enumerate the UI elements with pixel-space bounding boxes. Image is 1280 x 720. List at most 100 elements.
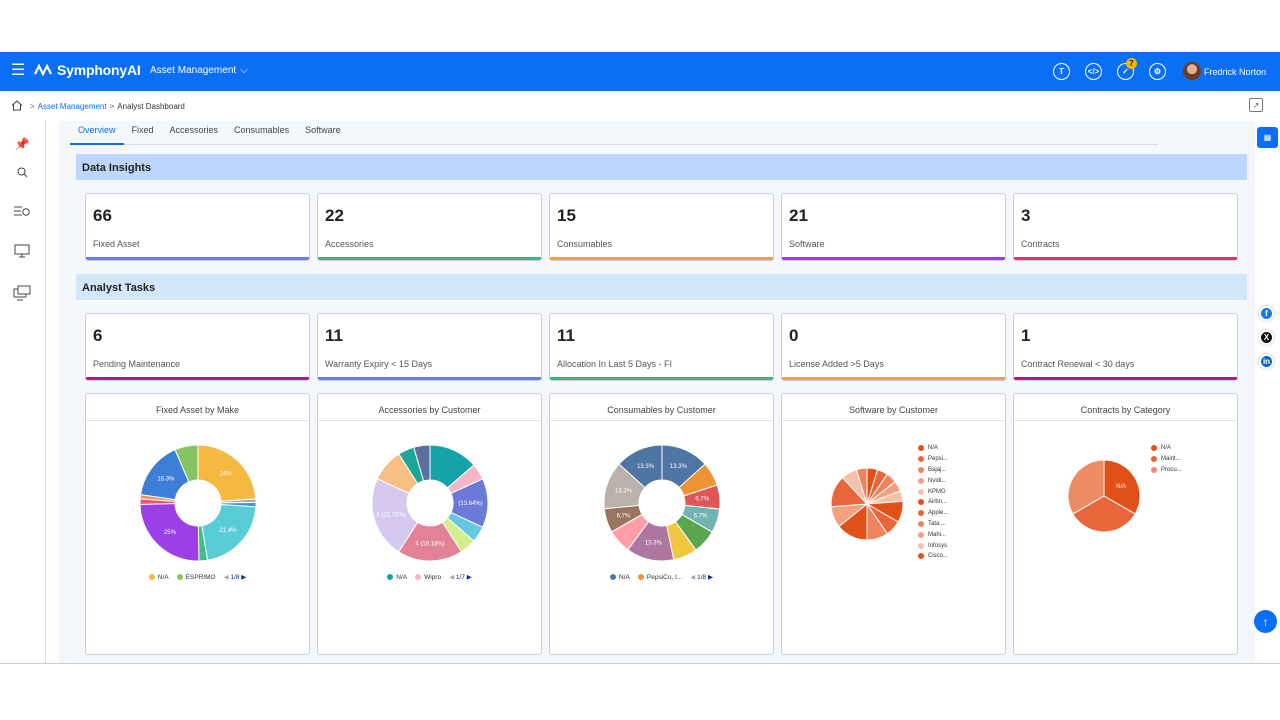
pager-text: 1/8 — [697, 574, 707, 581]
breadcrumb: > Asset Management > Analyst Dashboard — [0, 91, 1280, 121]
linkedin-icon[interactable]: in — [1259, 354, 1274, 369]
pie-slice[interactable] — [1103, 459, 1141, 515]
slice-data-label: 6.7% — [617, 513, 631, 519]
legend-label: Airbn... — [928, 499, 948, 506]
legend-swatch — [918, 520, 924, 527]
module-selector[interactable]: Asset Management ⌵ — [150, 65, 248, 76]
legend-item[interactable]: PepsiCo, I... — [637, 573, 683, 581]
pie-slice[interactable] — [618, 444, 663, 489]
tab-fixed[interactable]: Fixed — [131, 125, 154, 135]
home-icon[interactable] — [11, 100, 23, 111]
prev-arrow-icon[interactable]: ◀ — [449, 574, 455, 581]
legend-pager[interactable]: ◀ 1/8 ▶ — [224, 573, 247, 581]
tab-accessories[interactable]: Accessories — [169, 125, 219, 135]
brand-logo[interactable]: SymphonyAI — [34, 62, 141, 78]
legend-item[interactable]: Tata ... — [918, 519, 948, 530]
tab-consumables[interactable]: Consumables — [234, 125, 290, 135]
side-panel-tab-icon[interactable]: ▦ — [1257, 127, 1278, 148]
code-icon[interactable]: </> — [1085, 63, 1102, 80]
kpi-card[interactable]: 6 Pending Maintenance — [85, 313, 310, 381]
hamburger-menu-icon[interactable]: ☰ — [11, 62, 26, 79]
legend-pager[interactable]: ◀ 1/7 ▶ — [449, 573, 472, 581]
legend-label: Nvidi... — [928, 477, 947, 484]
legend-pager[interactable]: ◀ 1/8 ▶ — [690, 573, 713, 581]
x-twitter-icon[interactable]: X — [1259, 330, 1274, 345]
facebook-icon[interactable]: f — [1259, 306, 1274, 321]
expand-icon[interactable]: ↗ — [1249, 98, 1263, 112]
history-list-icon[interactable] — [12, 203, 32, 219]
legend-swatch — [610, 573, 617, 580]
legend-label: N/A — [928, 445, 939, 452]
scroll-to-top-button[interactable]: ↑ — [1254, 610, 1277, 633]
kpi-label: Accessories — [325, 239, 374, 249]
devices-icon[interactable] — [12, 285, 32, 301]
user-avatar[interactable] — [1183, 62, 1201, 80]
kpi-card[interactable]: 22 Accessories — [317, 193, 542, 261]
prev-arrow-icon[interactable]: ◀ — [690, 574, 696, 581]
legend-item[interactable]: N/A — [1151, 443, 1182, 454]
pie-slice[interactable] — [855, 467, 868, 505]
legend-item[interactable]: Bajaj... — [918, 465, 948, 476]
left-sidebar: 📌 — [0, 121, 46, 663]
chart-card: Software by Customer N/A Pepsi... Bajaj... N… — [781, 393, 1006, 655]
data-insights-header: Data Insights — [76, 154, 1247, 180]
legend-item[interactable]: Pepsi... — [918, 454, 948, 465]
legend-item[interactable]: Infosys — [918, 540, 948, 551]
legend-item[interactable]: N/A — [148, 574, 169, 581]
tab-overview[interactable]: Overview — [70, 121, 124, 145]
legend-item[interactable]: Wipro — [415, 574, 441, 581]
pie-slice[interactable] — [201, 504, 257, 561]
chart-legend: N/A Pepsi... Bajaj... Nvidi... KPMG Airbn... A… — [918, 443, 948, 562]
kpi-card[interactable]: 66 Fixed Asset — [85, 193, 310, 261]
legend-item[interactable]: Procu... — [1151, 465, 1182, 476]
kpi-card[interactable]: 15 Consumables — [549, 193, 774, 261]
breadcrumb-module-link[interactable]: Asset Management — [37, 101, 107, 111]
legend-label: Mahi... — [928, 531, 947, 538]
tab-software[interactable]: Software — [305, 125, 341, 135]
legend-item[interactable]: KPMG — [918, 486, 948, 497]
chart-title: Software by Customer — [782, 394, 1005, 421]
legend-swatch — [176, 573, 183, 580]
legend-item[interactable]: Maint... — [1151, 454, 1182, 465]
user-name[interactable]: Fredrick Norton — [1204, 67, 1267, 77]
pie-slice[interactable] — [371, 478, 419, 553]
next-arrow-icon[interactable]: ▶ — [707, 574, 713, 581]
kpi-accent-bar — [782, 377, 1005, 380]
pie-slice[interactable] — [139, 503, 200, 562]
legend-item[interactable]: Cisco... — [918, 551, 948, 562]
kpi-card[interactable]: 1 Contract Renewal < 30 days — [1013, 313, 1238, 381]
kpi-card[interactable]: 11 Allocation In Last 5 Days - FI — [549, 313, 774, 381]
legend-item[interactable]: Apple... — [918, 508, 948, 519]
pie-slice[interactable] — [197, 444, 257, 502]
legend-item[interactable]: N/A — [918, 443, 948, 454]
analyst-tasks-header: Analyst Tasks — [76, 274, 1247, 300]
breadcrumb-current-page: Analyst Dashboard — [117, 101, 185, 111]
legend-item[interactable]: ESPRIMO — [176, 573, 216, 581]
slice-data-label: 5 (22.73%) — [376, 512, 405, 518]
pie-slice[interactable] — [1067, 459, 1105, 515]
tasks-check-icon[interactable]: ✓ — [1117, 63, 1134, 80]
next-arrow-icon[interactable]: ▶ — [466, 574, 472, 581]
monitor-dashboard-icon[interactable] — [12, 243, 32, 259]
pin-icon[interactable]: 📌 — [14, 137, 30, 151]
settings-gear-icon[interactable]: ⚙ — [1149, 63, 1166, 80]
kpi-card[interactable]: 0 License Added >5 Days — [781, 313, 1006, 381]
legend-label: PepsiCo, I... — [646, 573, 683, 581]
kpi-card[interactable]: 3 Contracts — [1013, 193, 1238, 261]
legend-item[interactable]: N/A — [387, 574, 407, 581]
kpi-card[interactable]: 11 Warranty Expiry < 15 Days — [317, 313, 542, 381]
pie-slice[interactable] — [413, 444, 431, 482]
translate-icon[interactable]: T — [1053, 63, 1070, 80]
legend-swatch — [918, 542, 924, 549]
tab-bar: Overview Fixed Accessories Consumables S… — [70, 121, 1158, 145]
legend-item[interactable]: Nvidi... — [918, 475, 948, 486]
prev-arrow-icon[interactable]: ◀ — [223, 574, 229, 581]
next-arrow-icon[interactable]: ▶ — [241, 574, 247, 581]
search-icon[interactable] — [12, 164, 32, 180]
legend-label: Procu... — [1161, 466, 1182, 473]
pie-slice[interactable] — [174, 444, 199, 483]
legend-item[interactable]: N/A — [610, 574, 630, 581]
legend-item[interactable]: Airbn... — [918, 497, 948, 508]
kpi-card[interactable]: 21 Software — [781, 193, 1006, 261]
legend-item[interactable]: Mahi... — [918, 529, 948, 540]
